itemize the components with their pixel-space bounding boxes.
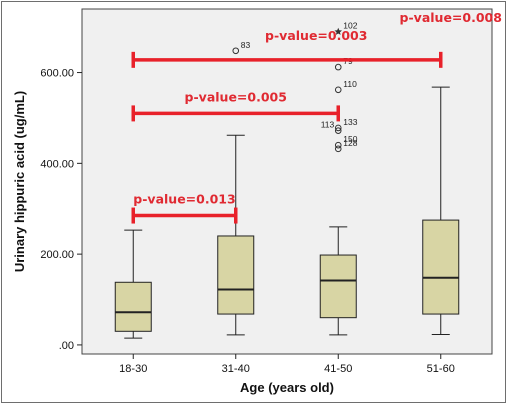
iqr-box bbox=[319, 254, 357, 319]
y-tick-label: 200.00 bbox=[40, 249, 74, 261]
p-value-label: p-value=0.003 bbox=[265, 28, 367, 43]
outlier-point bbox=[334, 141, 342, 149]
y-tick-label: 400.00 bbox=[40, 158, 74, 170]
y-tick-label: .00 bbox=[59, 340, 74, 352]
outlier-star bbox=[334, 27, 343, 35]
outlier-point bbox=[232, 47, 240, 55]
p-value-label: p-value=0.008 bbox=[400, 10, 502, 25]
p-value-label: p-value=0.013 bbox=[133, 192, 235, 207]
outlier-label: 133 bbox=[343, 117, 357, 127]
x-axis-title: Age (years old) bbox=[240, 380, 334, 395]
bracket-18-30-51-60 bbox=[131, 51, 443, 68]
outlier-point bbox=[334, 86, 342, 94]
x-tick-label: 18-30 bbox=[119, 363, 147, 375]
box-41-50 bbox=[319, 226, 357, 336]
iqr-box bbox=[217, 235, 255, 315]
outlier-label: 128 bbox=[343, 138, 357, 148]
x-tick-label: 51-60 bbox=[427, 363, 455, 375]
box-51-60 bbox=[422, 86, 460, 335]
outlier-label: 83 bbox=[241, 40, 251, 50]
box-31-40 bbox=[217, 134, 255, 336]
significance-brackets: p-value=0.013 p-value=0.005 p-value=0.003 p… bbox=[131, 10, 502, 224]
p-value-label: p-value=0.005 bbox=[185, 89, 287, 104]
boxes bbox=[114, 86, 460, 339]
y-axis-title: Urinary hippuric acid (ug/mL) bbox=[12, 91, 27, 272]
axes: .00 200.00 400.00 600.00 18-30 31-40 41-50 51-6… bbox=[40, 68, 454, 375]
outlier-point bbox=[334, 145, 342, 153]
iqr-box bbox=[114, 281, 152, 332]
outliers: 8310279110133113150128 bbox=[232, 21, 358, 153]
outlier-label: 150 bbox=[343, 134, 357, 144]
outlier-label: 113 bbox=[321, 120, 335, 130]
x-tick-label: 41-50 bbox=[324, 363, 352, 375]
outlier-point bbox=[334, 124, 342, 132]
iqr-box bbox=[422, 219, 460, 315]
box-18-30 bbox=[114, 229, 152, 339]
y-tick-label: 600.00 bbox=[40, 68, 74, 80]
outlier-label: 102 bbox=[343, 21, 357, 31]
outlier-point bbox=[334, 127, 342, 134]
x-tick-label: 31-40 bbox=[222, 363, 250, 375]
bracket-18-30-41-50 bbox=[131, 105, 340, 122]
outlier-label: 110 bbox=[343, 79, 357, 89]
bracket-18-30-31-40 bbox=[131, 207, 238, 224]
outlier-point bbox=[334, 63, 342, 71]
